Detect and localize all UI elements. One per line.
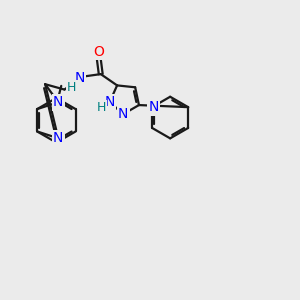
Text: N: N — [53, 95, 64, 109]
Text: H: H — [67, 81, 76, 94]
Text: N: N — [148, 100, 159, 114]
Text: O: O — [93, 45, 104, 59]
Text: N: N — [118, 107, 128, 121]
Text: H: H — [97, 101, 106, 114]
Text: N: N — [53, 131, 64, 145]
Text: N: N — [74, 71, 85, 85]
Text: N: N — [104, 95, 115, 109]
